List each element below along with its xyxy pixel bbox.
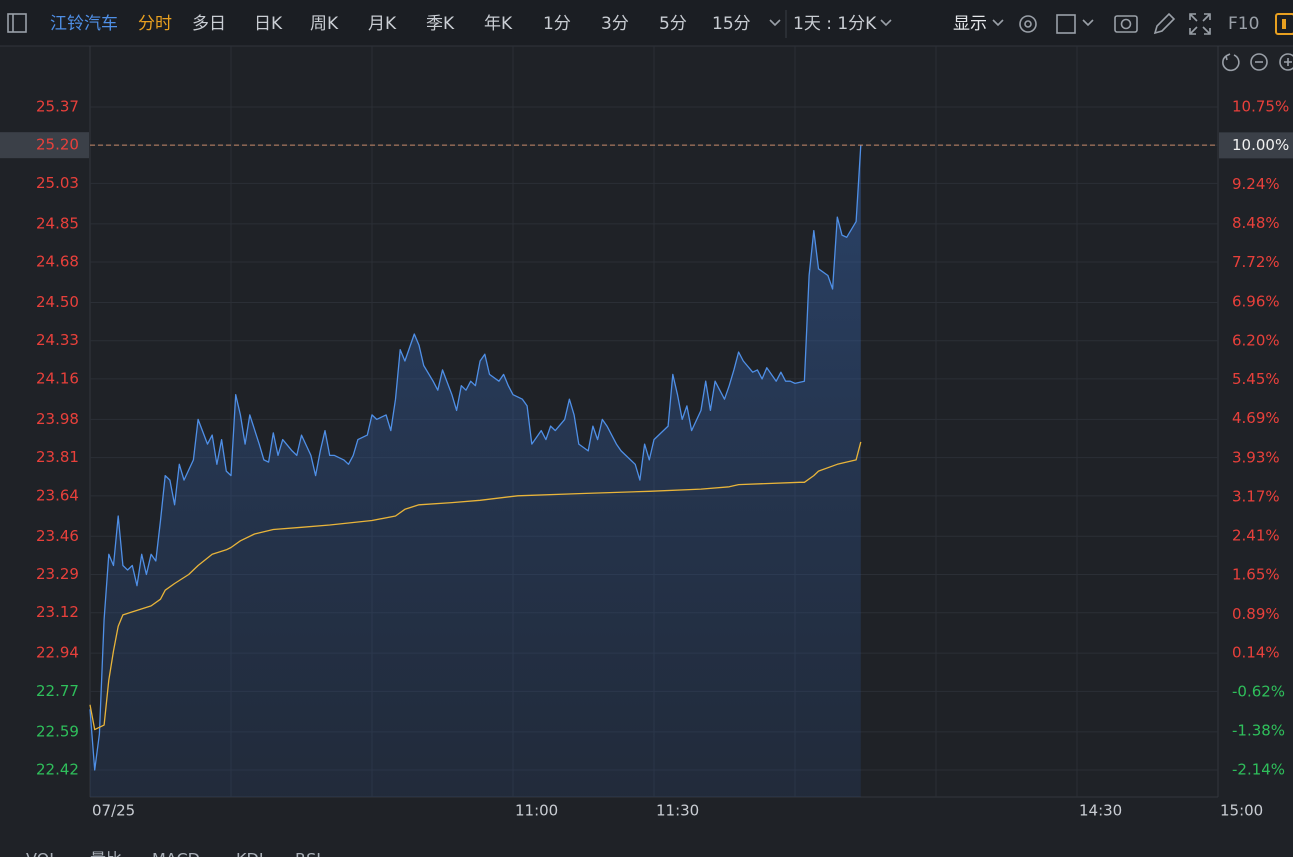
x-tick-label: 07/25 bbox=[92, 802, 135, 820]
y2-tick-label: 10.00% bbox=[1232, 136, 1289, 154]
period-tab[interactable]: 年K bbox=[484, 14, 513, 34]
stock-name[interactable]: 江铃汽车 bbox=[50, 14, 118, 34]
panel-toggle-mark bbox=[1282, 19, 1286, 29]
panel-toggle[interactable] bbox=[1275, 13, 1293, 35]
reset-icon[interactable] bbox=[1222, 53, 1240, 72]
indicator-tabs: VOL 量比 MACD KDJ RSI bbox=[26, 850, 321, 857]
y2-tick-label: 9.24% bbox=[1232, 175, 1280, 193]
y2-tick-label: 5.45% bbox=[1232, 370, 1280, 388]
tick-highlight bbox=[1219, 132, 1293, 159]
y-tick-label: 24.16 bbox=[36, 369, 79, 387]
indicator-tab[interactable]: 量比 bbox=[90, 850, 122, 857]
x-tick-label: 14:30 bbox=[1079, 802, 1122, 820]
indicator-tab[interactable]: VOL bbox=[26, 850, 58, 857]
y-tick-label: 23.98 bbox=[36, 410, 79, 428]
y-tick-label: 24.68 bbox=[36, 253, 79, 271]
display-chevron[interactable] bbox=[992, 19, 1004, 27]
axes: 25.37 25.20 25.03 24.85 24.68 24.50 24.33 24.16… bbox=[0, 97, 1293, 820]
period-tab[interactable]: 5分 bbox=[659, 14, 687, 34]
x-tick-label: 15:00 bbox=[1220, 802, 1263, 820]
y-tick-label: 22.42 bbox=[36, 761, 79, 779]
y-tick-label: 25.37 bbox=[36, 97, 79, 115]
y2-tick-label: -1.38% bbox=[1232, 722, 1285, 740]
y-tick-label: 23.29 bbox=[36, 565, 79, 583]
y2-tick-label: 0.14% bbox=[1232, 643, 1280, 661]
pencil-icon[interactable] bbox=[1153, 12, 1176, 35]
period-tab[interactable]: 15分 bbox=[712, 14, 751, 34]
period-tab[interactable]: 分时 bbox=[138, 14, 172, 34]
price-area bbox=[90, 145, 861, 797]
period-tab[interactable]: 多日 bbox=[192, 14, 226, 34]
y-tick-label: 24.50 bbox=[36, 293, 79, 311]
period-tab[interactable]: 季K bbox=[426, 14, 455, 34]
y-tick-label: 25.03 bbox=[36, 174, 79, 192]
f10-button[interactable]: F10 bbox=[1228, 14, 1259, 34]
camera-icon[interactable] bbox=[1114, 15, 1138, 33]
period-tab[interactable]: 月K bbox=[368, 14, 397, 34]
average-line bbox=[89, 441, 862, 731]
checkbox-icon[interactable] bbox=[1056, 14, 1076, 34]
y2-tick-label: 8.48% bbox=[1232, 214, 1280, 232]
y2-tick-label: 1.65% bbox=[1232, 566, 1280, 584]
y2-tick-label: 4.69% bbox=[1232, 409, 1280, 427]
period-tab[interactable]: 日K bbox=[254, 14, 283, 34]
y-tick-label: 23.81 bbox=[36, 448, 79, 466]
x-tick-label: 11:00 bbox=[515, 802, 558, 820]
period-select[interactable]: 1天 : 1分K bbox=[793, 14, 877, 34]
indicator-tab[interactable]: RSI bbox=[295, 850, 321, 857]
period-chevron[interactable] bbox=[880, 19, 892, 27]
y-tick-label: 22.94 bbox=[36, 644, 79, 662]
zoom-in-plus bbox=[1284, 58, 1292, 66]
period-tab[interactable]: 周K bbox=[310, 14, 339, 34]
sidebar-toggle[interactable] bbox=[7, 13, 27, 33]
y2-tick-label: 6.20% bbox=[1232, 331, 1280, 349]
y-tick-label: 25.20 bbox=[36, 136, 79, 154]
y2-tick-label: 10.75% bbox=[1232, 97, 1289, 115]
tabs: 分时 多日 日K 周K 月K 季K 年K 1分 3分 5分 15分 bbox=[138, 14, 751, 34]
y-tick-label: 24.85 bbox=[36, 214, 79, 232]
period-tab[interactable]: 1分 bbox=[543, 14, 571, 34]
y2-tick-label: 0.89% bbox=[1232, 605, 1280, 623]
y-tick-label: 24.33 bbox=[36, 331, 79, 349]
settings-icon-center bbox=[1024, 20, 1032, 28]
y2-tick-label: -2.14% bbox=[1232, 761, 1285, 779]
fullscreen-icon[interactable] bbox=[1189, 13, 1211, 35]
y2-tick-label: 2.41% bbox=[1232, 527, 1280, 545]
checkbox-chevron[interactable] bbox=[1082, 19, 1094, 27]
y2-tick-label: 6.96% bbox=[1232, 292, 1280, 310]
camera-lens bbox=[1120, 18, 1132, 30]
y-tick-label: 23.64 bbox=[36, 486, 79, 504]
zoom-out-icon[interactable] bbox=[1250, 53, 1268, 71]
y-tick-label: 22.77 bbox=[36, 682, 79, 700]
settings-icon[interactable] bbox=[1019, 15, 1037, 33]
zoom-in-icon[interactable] bbox=[1279, 53, 1293, 71]
more-chevron[interactable] bbox=[769, 19, 781, 27]
period-tab[interactable]: 3分 bbox=[601, 14, 629, 34]
plot bbox=[89, 144, 1218, 797]
indicator-tab[interactable]: KDJ bbox=[236, 850, 264, 857]
indicator-tab[interactable]: MACD bbox=[152, 850, 200, 857]
y2-tick-label: -0.62% bbox=[1232, 682, 1285, 700]
x-tick-label: 11:30 bbox=[656, 802, 699, 820]
y-tick-label: 23.12 bbox=[36, 603, 79, 621]
y2-tick-label: 3.93% bbox=[1232, 448, 1280, 466]
y-tick-label: 23.46 bbox=[36, 527, 79, 545]
tick-highlight bbox=[0, 132, 89, 159]
y2-tick-label: 7.72% bbox=[1232, 253, 1280, 271]
y2-tick-label: 3.17% bbox=[1232, 487, 1280, 505]
price-line bbox=[89, 145, 862, 771]
toolbar bbox=[0, 0, 1293, 46]
y-tick-label: 22.59 bbox=[36, 722, 79, 740]
display-menu[interactable]: 显示 bbox=[953, 14, 987, 34]
